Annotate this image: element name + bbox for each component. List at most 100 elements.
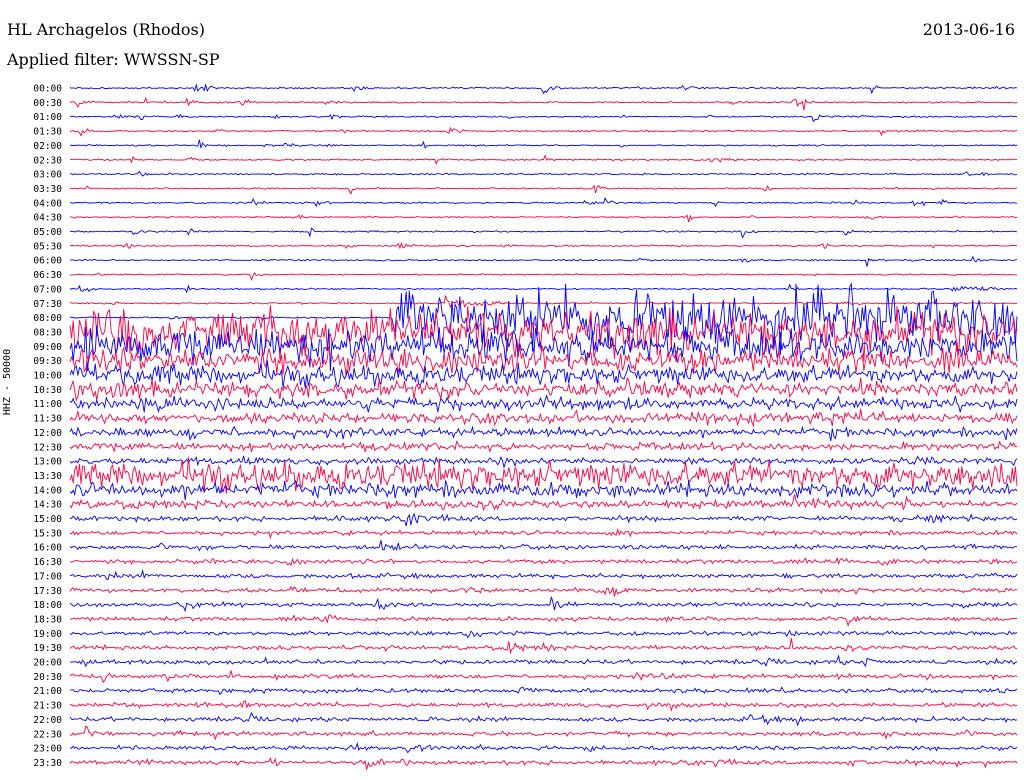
trace-row	[69, 455, 1018, 470]
row-label: 18:00	[33, 600, 62, 611]
trace-row	[69, 83, 1018, 95]
trace-row	[70, 255, 1018, 267]
row-label: 00:00	[33, 84, 62, 95]
row-label: 19:00	[33, 629, 62, 640]
row-label: 11:30	[33, 414, 62, 425]
trace-row	[69, 654, 1018, 668]
row-label: 09:00	[33, 342, 62, 353]
trace-row	[69, 283, 1018, 294]
trace-row	[69, 741, 1018, 754]
trace-row	[69, 139, 1018, 149]
trace-row	[69, 96, 1018, 111]
row-label: 14:00	[33, 485, 62, 496]
row-label: 07:30	[33, 299, 62, 310]
row-label: 02:00	[33, 141, 62, 152]
trace-row	[69, 113, 1018, 123]
trace-row	[70, 686, 1018, 696]
row-label: 05:30	[33, 241, 62, 252]
row-label: 13:00	[33, 457, 62, 468]
row-label: 01:30	[33, 127, 62, 138]
row-labels: 00:00 00:30 01:00 01:30 02:00 02:30 03:00 03:30…	[33, 84, 62, 769]
trace-row	[70, 184, 1018, 195]
trace-row	[69, 479, 1018, 500]
row-label: 15:30	[33, 528, 62, 539]
row-label: 17:30	[33, 586, 62, 597]
row-label: 12:30	[33, 442, 62, 453]
trace-row	[69, 271, 1018, 281]
row-label: 20:30	[33, 672, 62, 683]
row-label: 07:00	[33, 284, 62, 295]
trace-row	[69, 568, 1018, 581]
row-label: 03:30	[33, 184, 62, 195]
row-label: 04:00	[33, 198, 62, 209]
row-label: 06:30	[33, 270, 62, 281]
row-label: 21:30	[33, 701, 62, 712]
trace-row	[69, 282, 1018, 356]
row-label: 17:00	[33, 571, 62, 582]
row-label: 03:00	[33, 170, 62, 181]
trace-row	[69, 394, 1018, 414]
row-label: 18:30	[33, 614, 62, 625]
row-label: 15:00	[33, 514, 62, 525]
trace-row	[69, 305, 1018, 362]
row-label: 01:00	[33, 112, 62, 123]
trace-row	[69, 725, 1018, 741]
filter-label: Applied filter: WWSSN-SP	[7, 50, 220, 69]
trace-row	[69, 614, 1018, 627]
row-label: 16:30	[33, 557, 62, 568]
trace-row	[69, 408, 1018, 428]
traces	[69, 83, 1018, 770]
row-label: 21:00	[33, 686, 62, 697]
trace-row	[69, 154, 1017, 166]
row-label: 12:00	[33, 428, 62, 439]
trace-row	[69, 439, 1018, 453]
trace-row	[69, 126, 1018, 137]
row-label: 08:00	[33, 313, 62, 324]
row-label: 09:30	[33, 356, 62, 367]
trace-row	[69, 227, 1018, 239]
row-label: 08:30	[33, 327, 62, 338]
row-label: 19:30	[33, 643, 62, 654]
trace-row	[69, 341, 1018, 377]
row-label: 00:30	[33, 98, 62, 109]
trace-row	[70, 242, 1018, 250]
trace-row	[69, 700, 1018, 712]
row-label: 10:00	[33, 371, 62, 382]
row-label: 04:30	[33, 213, 62, 224]
trace-row	[69, 556, 1018, 567]
trace-row	[69, 670, 1018, 684]
row-label: 14:30	[33, 500, 62, 511]
trace-row	[69, 757, 1018, 770]
trace-row	[69, 629, 1018, 639]
date-label: 2013-06-16	[922, 20, 1015, 39]
row-label: 22:00	[33, 715, 62, 726]
row-label: 13:30	[33, 471, 62, 482]
row-label: 10:30	[33, 385, 62, 396]
trace-row	[69, 638, 1018, 655]
row-label: 16:00	[33, 543, 62, 554]
row-label: 23:30	[33, 758, 62, 769]
trace-row	[69, 540, 1017, 552]
row-label: 06:00	[33, 256, 62, 267]
trace-row	[69, 197, 1018, 208]
trace-row	[69, 376, 1018, 402]
row-label: 20:00	[33, 658, 62, 669]
trace-row	[69, 528, 1018, 540]
trace-row	[69, 585, 1018, 597]
trace-row	[69, 456, 1018, 494]
trace-row	[70, 294, 1018, 309]
row-label: 23:00	[33, 744, 62, 755]
trace-row	[69, 711, 1018, 727]
trace-row	[69, 512, 1018, 527]
row-label: 05:00	[33, 227, 62, 238]
trace-row	[69, 170, 1018, 177]
row-label: 22:30	[33, 729, 62, 740]
trace-row	[69, 596, 1018, 613]
row-label: 11:00	[33, 399, 62, 410]
row-label: 02:30	[33, 155, 62, 166]
trace-row	[69, 494, 1018, 512]
trace-row	[69, 360, 1018, 389]
station-title: HL Archagelos (Rhodos)	[7, 20, 205, 39]
trace-row	[69, 214, 1018, 223]
